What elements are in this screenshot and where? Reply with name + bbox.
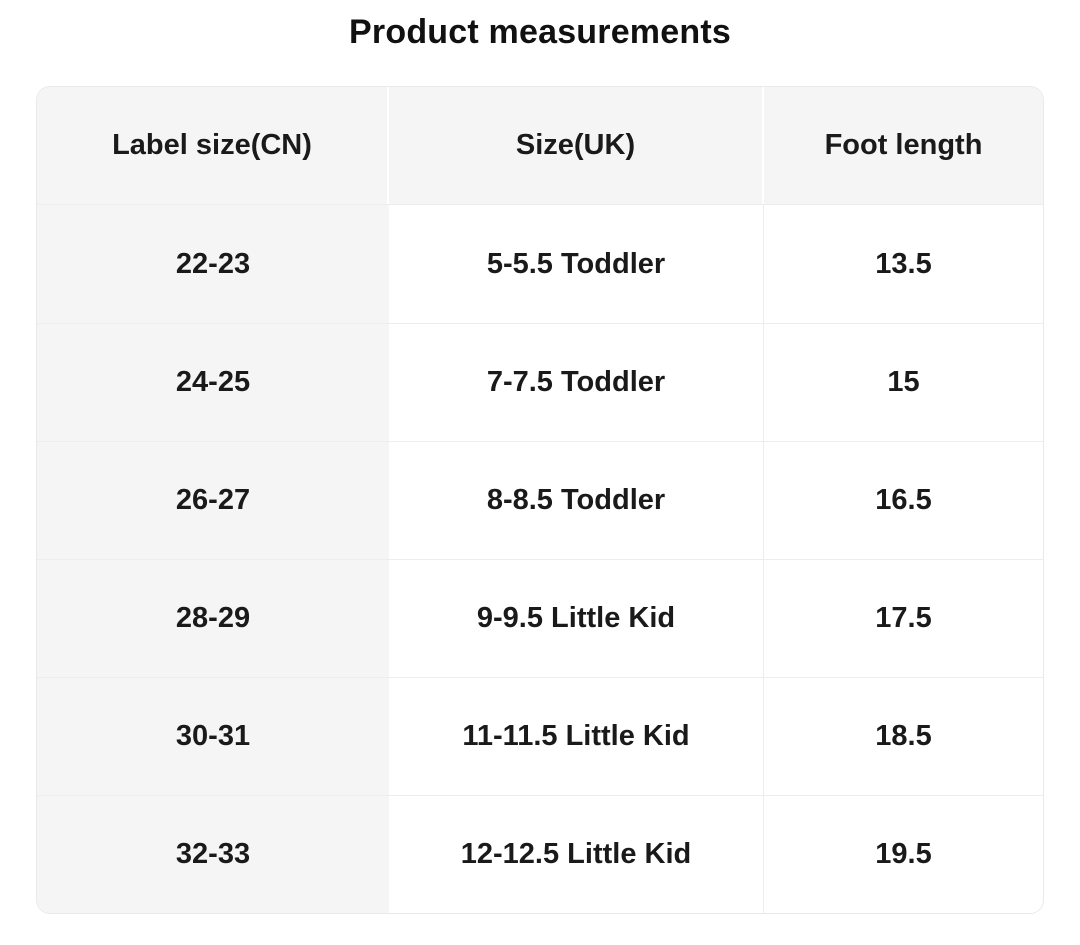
measurement-table: Label size(CN) Size(UK) Foot length 22-2…	[36, 86, 1044, 914]
cell-label-size-cn: 26-27	[37, 442, 389, 559]
cell-label-size-cn: 30-31	[37, 678, 389, 795]
cell-size-uk: 9-9.5 Little Kid	[389, 560, 764, 677]
cell-foot-length: 15	[764, 324, 1043, 441]
cell-size-uk: 12-12.5 Little Kid	[389, 796, 764, 913]
table-row: 24-25 7-7.5 Toddler 15	[37, 323, 1043, 441]
cell-label-size-cn: 24-25	[37, 324, 389, 441]
table-row: 30-31 11-11.5 Little Kid 18.5	[37, 677, 1043, 795]
table-header-row: Label size(CN) Size(UK) Foot length	[37, 87, 1043, 205]
cell-size-uk: 5-5.5 Toddler	[389, 205, 764, 323]
cell-size-uk: 11-11.5 Little Kid	[389, 678, 764, 795]
cell-size-uk: 8-8.5 Toddler	[389, 442, 764, 559]
cell-foot-length: 16.5	[764, 442, 1043, 559]
cell-foot-length: 13.5	[764, 205, 1043, 323]
table-row: 32-33 12-12.5 Little Kid 19.5	[37, 795, 1043, 913]
cell-foot-length: 18.5	[764, 678, 1043, 795]
cell-label-size-cn: 22-23	[37, 205, 389, 323]
page-title: Product measurements	[349, 13, 731, 51]
cell-size-uk: 7-7.5 Toddler	[389, 324, 764, 441]
table-row: 28-29 9-9.5 Little Kid 17.5	[37, 559, 1043, 677]
cell-foot-length: 19.5	[764, 796, 1043, 913]
header-size-uk: Size(UK)	[389, 87, 764, 204]
table-row: 22-23 5-5.5 Toddler 13.5	[37, 205, 1043, 323]
header-label-size-cn: Label size(CN)	[37, 87, 389, 204]
cell-label-size-cn: 28-29	[37, 560, 389, 677]
header-foot-length: Foot length	[764, 87, 1043, 204]
cell-foot-length: 17.5	[764, 560, 1043, 677]
cell-label-size-cn: 32-33	[37, 796, 389, 913]
table-row: 26-27 8-8.5 Toddler 16.5	[37, 441, 1043, 559]
